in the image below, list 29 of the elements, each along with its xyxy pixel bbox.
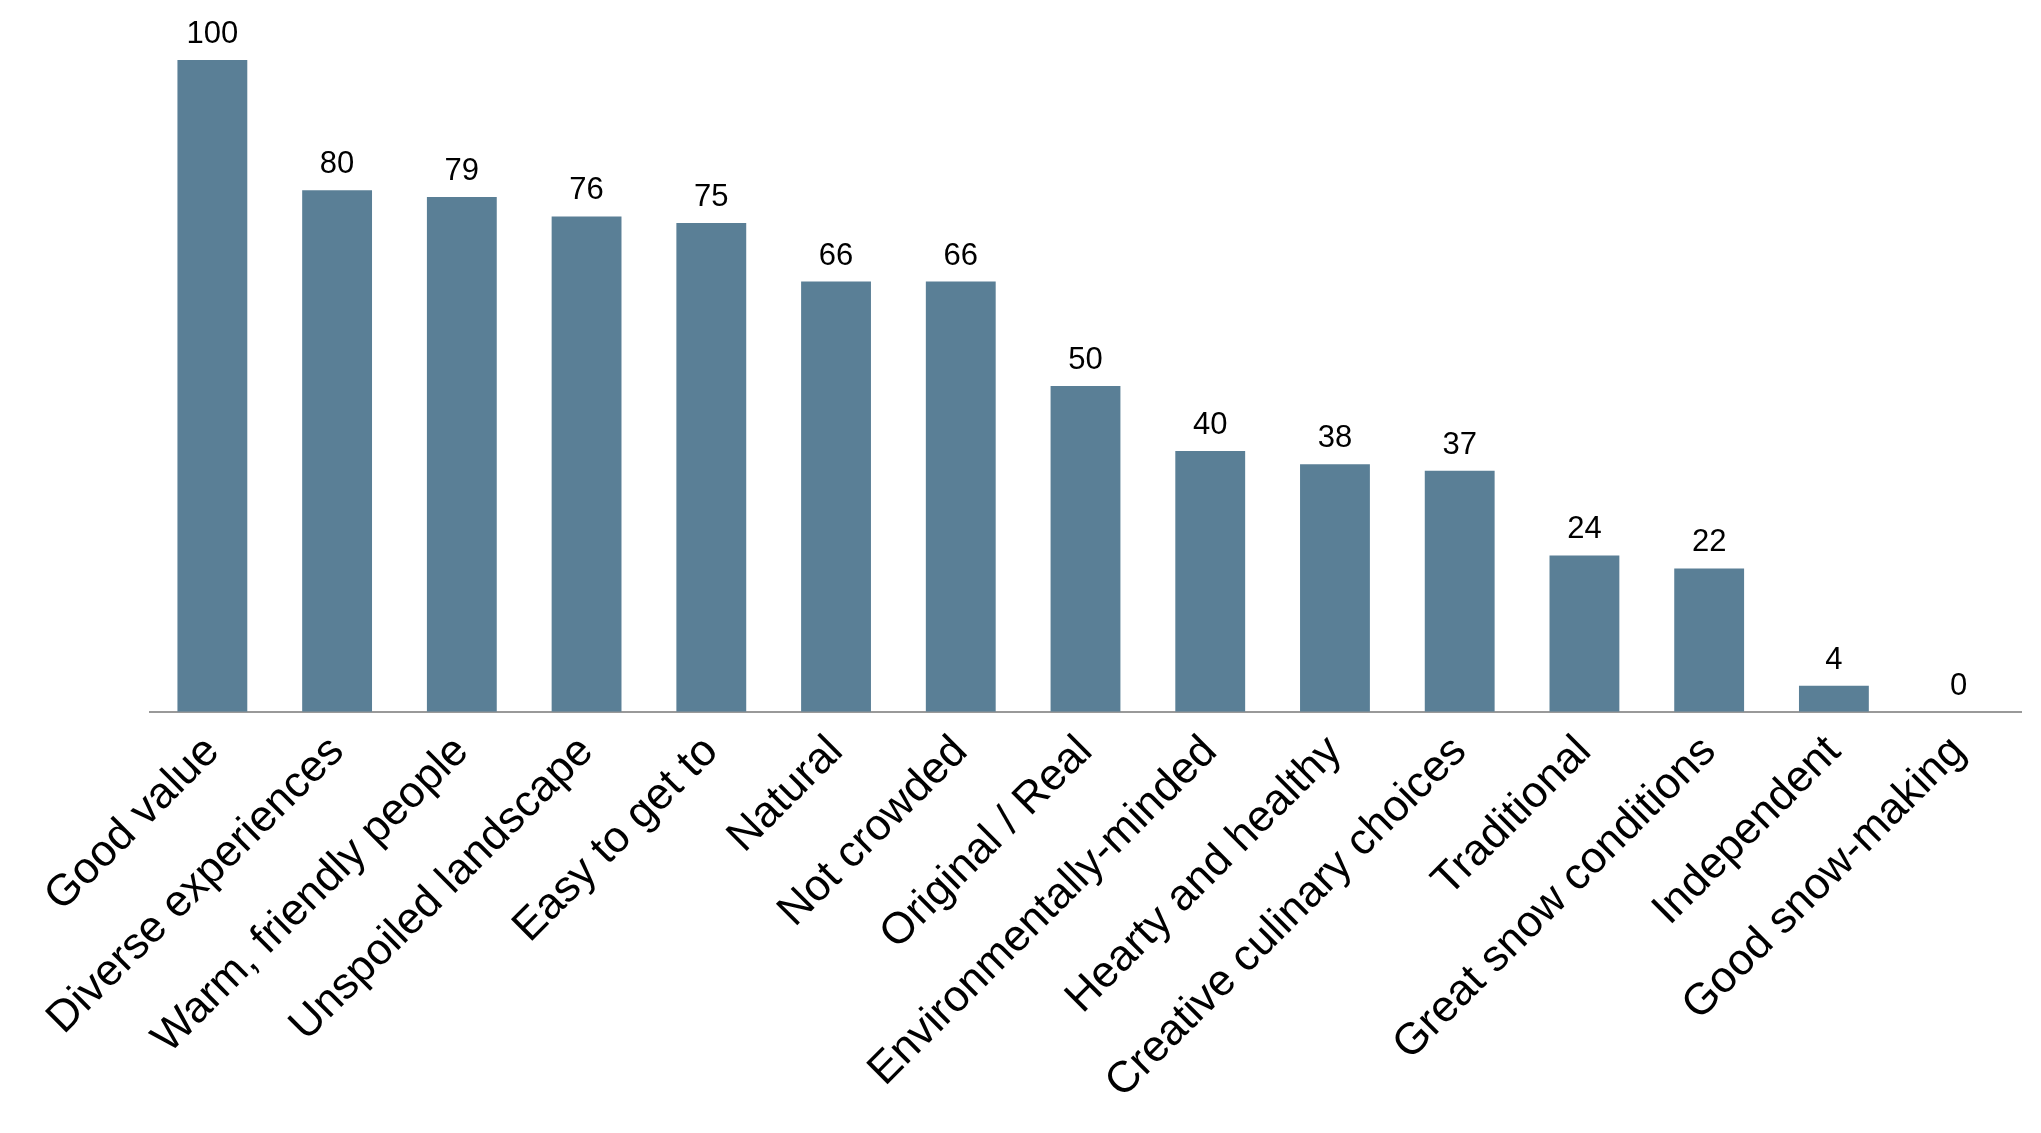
bar [1300,464,1370,712]
data-label: 37 [1442,425,1477,461]
bar [1798,685,1869,712]
bar [676,222,747,712]
data-label: 100 [186,15,239,51]
data-label: 24 [1567,510,1602,546]
data-label: 80 [319,145,355,181]
data-label: 79 [444,151,480,187]
bar [1674,568,1745,712]
bar [551,216,622,712]
bar [1175,451,1246,712]
data-label: 50 [1068,340,1103,376]
data-label: 22 [1691,523,1727,559]
bar [925,281,996,712]
data-label: 4 [1825,640,1843,676]
data-label: 38 [1317,419,1353,455]
data-label: 66 [818,236,854,272]
data-label: 40 [1192,406,1228,442]
bar [426,196,497,712]
data-label: 0 [1950,666,1968,702]
bar [1549,555,1620,712]
bar [1050,385,1121,712]
bar [801,281,871,712]
bar [302,190,373,712]
data-label: 76 [569,171,604,207]
bar [1424,470,1495,712]
bar [177,60,248,712]
data-label: 66 [943,236,979,272]
data-label: 75 [694,178,729,213]
